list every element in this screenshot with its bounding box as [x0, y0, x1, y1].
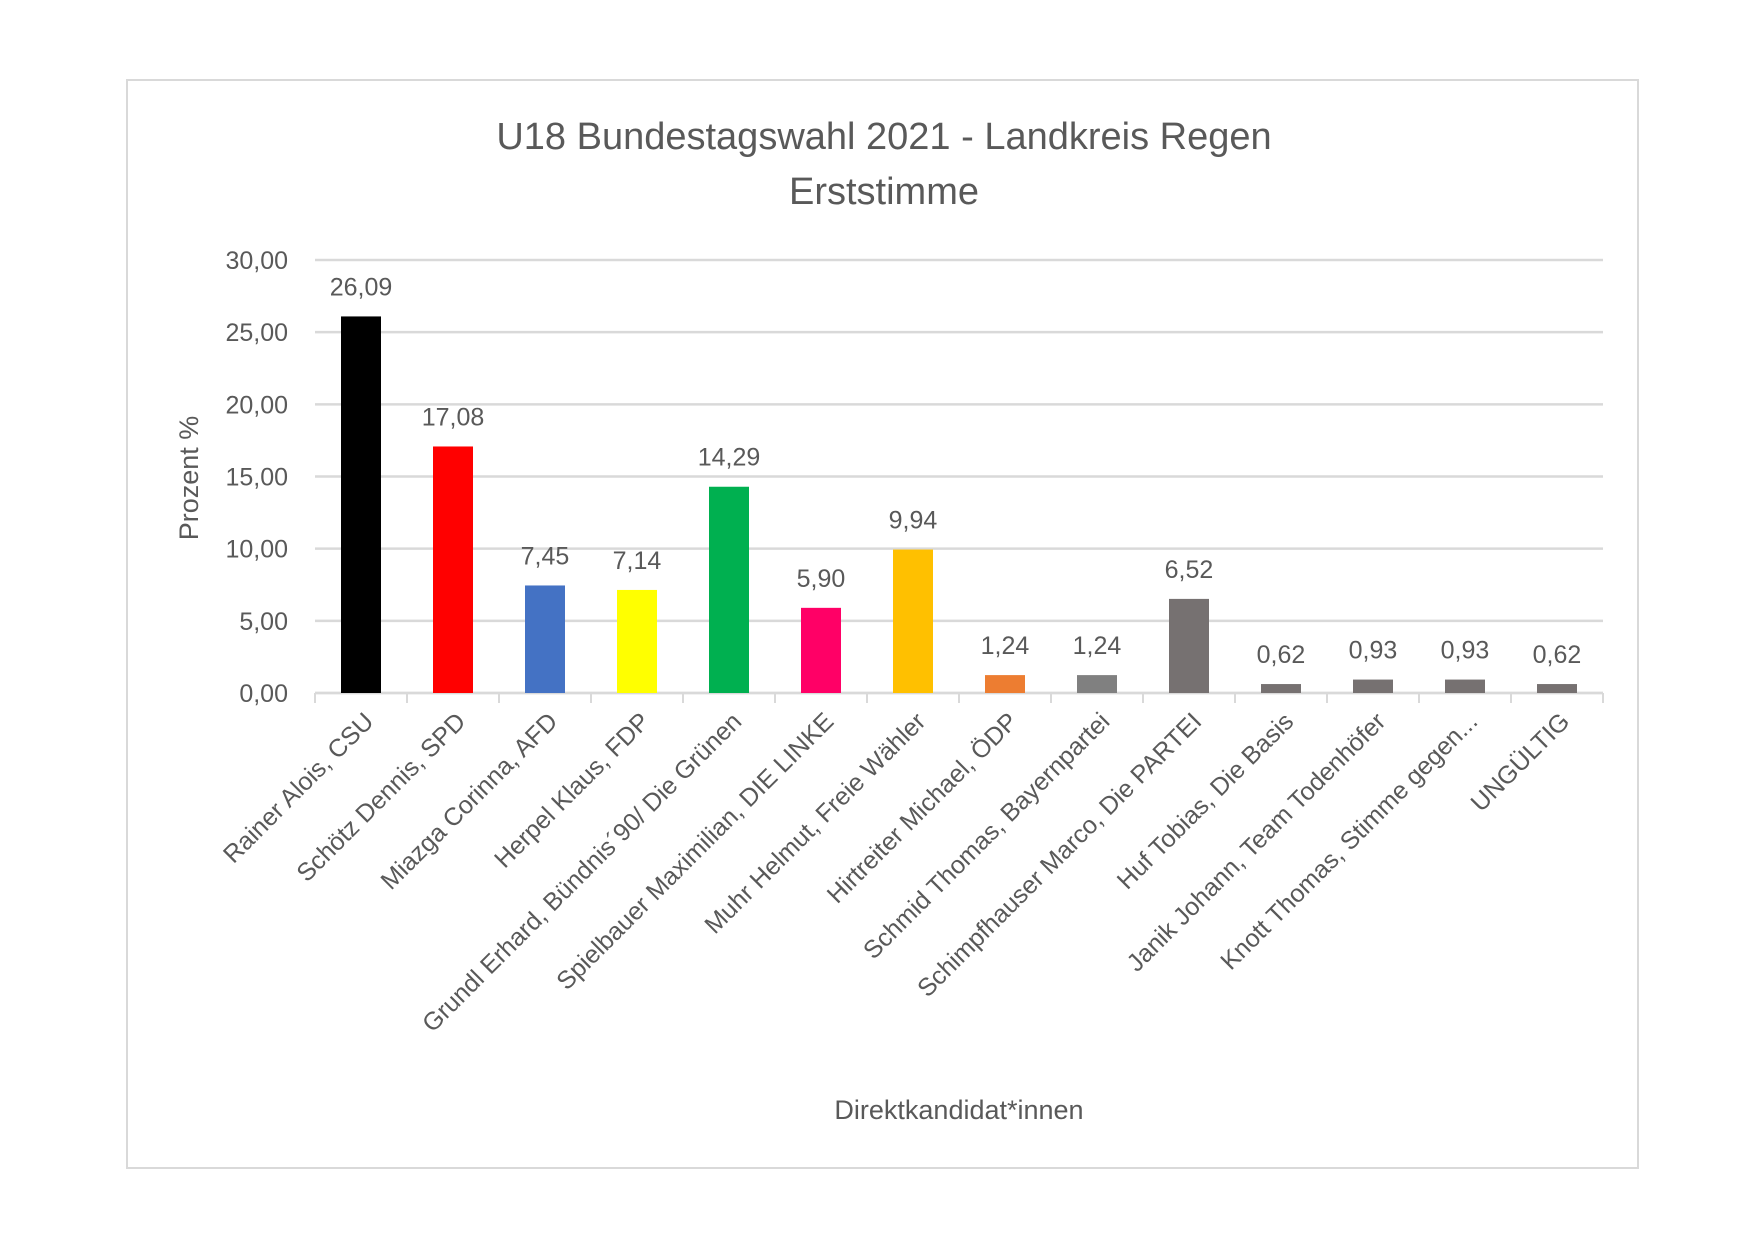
chart-area: [126, 79, 1639, 1169]
bar: [1353, 679, 1393, 693]
x-tick-label: Hirtreiter Michael, ÖDP: [822, 707, 1024, 909]
y-tick-label: 0,00: [239, 680, 288, 708]
data-label: 1,24: [1073, 632, 1122, 660]
bar: [617, 589, 657, 693]
data-label: 9,94: [889, 507, 938, 535]
data-label: 1,24: [981, 632, 1030, 660]
bar: [985, 675, 1025, 693]
data-label: 26,09: [330, 273, 393, 301]
x-tick-label: Miazga Corinna, AFD: [375, 707, 563, 895]
x-tick-label: Herpel Klaus, FDP: [489, 707, 655, 873]
y-tick-label: 15,00: [225, 464, 288, 492]
y-tick-label: 25,00: [225, 319, 288, 347]
bar: [341, 316, 381, 693]
bar: [801, 607, 841, 693]
x-tick-label: UNGÜLTIG: [1465, 707, 1575, 817]
data-label: 0,62: [1533, 641, 1582, 669]
data-label: 0,93: [1349, 637, 1398, 665]
data-label: 7,45: [521, 542, 570, 570]
bar: [1537, 684, 1577, 693]
bar: [1077, 675, 1117, 693]
y-tick-label: 5,00: [239, 608, 288, 636]
x-tick-label: Rainer Alois, CSU: [218, 707, 379, 868]
y-tick-label: 20,00: [225, 391, 288, 419]
y-axis-title: Prozent %: [174, 416, 204, 541]
data-label: 7,14: [613, 547, 662, 575]
bar: [893, 549, 933, 693]
x-tick-label: Grundl Erhard, Bündnis´90/ Die Grünen: [417, 707, 747, 1037]
data-label: 6,52: [1165, 556, 1214, 584]
y-tick-label: 30,00: [225, 247, 288, 275]
x-axis-title: Direktkandidat*innen: [834, 1095, 1083, 1125]
chart-title: U18 Bundestagswahl 2021 - Landkreis Rege…: [496, 116, 1271, 158]
data-label: 0,93: [1441, 637, 1490, 665]
x-tick-label: Huf Tobias, Die Basis: [1112, 707, 1299, 894]
data-label: 5,90: [797, 565, 846, 593]
bar: [1261, 684, 1301, 693]
data-label: 14,29: [698, 444, 761, 472]
bar: [709, 486, 749, 693]
bar: [1169, 598, 1209, 693]
x-tick-label: Schötz Dennis, SPD: [291, 707, 471, 887]
chart-subtitle: Erststimme: [789, 171, 979, 213]
data-label: 17,08: [422, 403, 485, 431]
bar: [433, 446, 473, 693]
data-label: 0,62: [1257, 641, 1306, 669]
y-tick-label: 10,00: [225, 536, 288, 564]
bar: [1445, 679, 1485, 693]
bar: [525, 585, 565, 693]
